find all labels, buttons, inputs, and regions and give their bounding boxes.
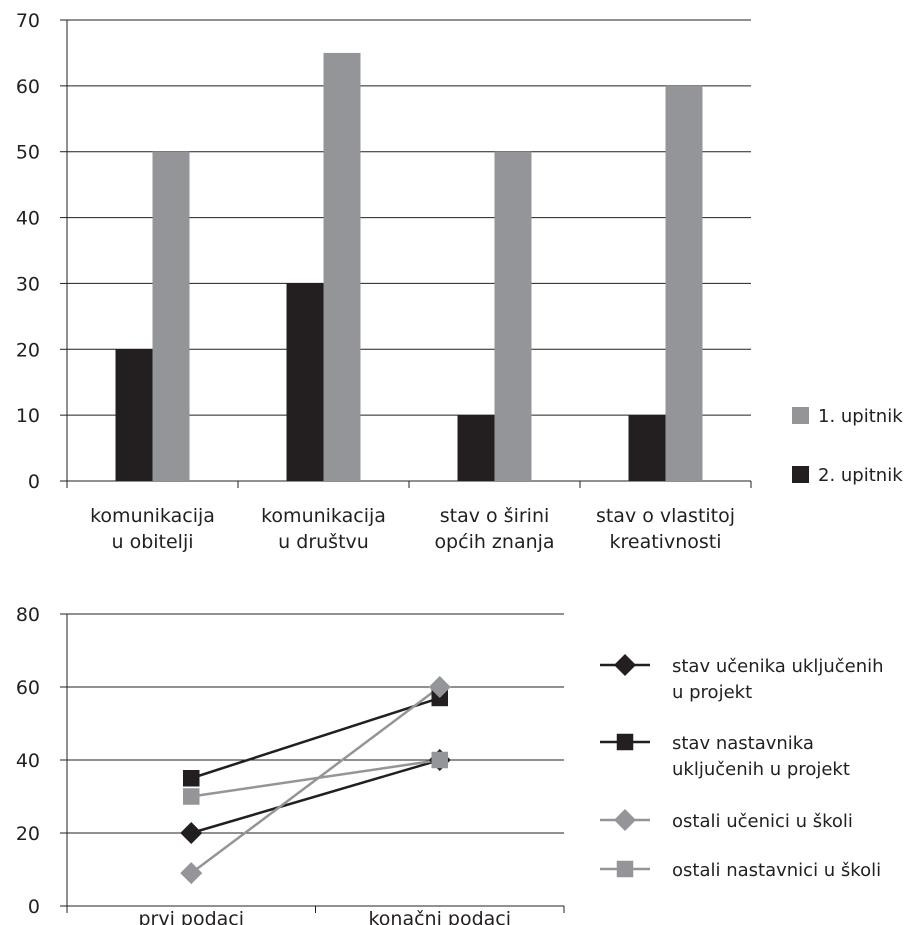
bar-y-tick-label: 10 (16, 405, 40, 427)
bar-y-tick-label: 70 (16, 10, 40, 32)
series-line (191, 758, 440, 798)
bar-category-label: komunikacija (90, 505, 215, 527)
line-legend-label: uključenih u projekt (672, 759, 850, 780)
bar-category-label: u društvu (278, 531, 369, 553)
bar-y-tick-label: 60 (16, 76, 40, 98)
series-line (190, 696, 441, 780)
bar (152, 151, 190, 481)
bar-category-label: kreativnosti (610, 531, 722, 553)
bar (286, 283, 324, 481)
series-line (190, 685, 441, 875)
bar-category-label: komunikacija (261, 505, 386, 527)
bar (115, 349, 153, 481)
series-point (183, 788, 200, 805)
bar (665, 85, 703, 481)
bar (323, 52, 361, 482)
bar-legend-label: 1. upitnik (818, 406, 903, 427)
bar-legend-swatch (792, 407, 809, 424)
bar-category-label: općih znanja (434, 531, 554, 553)
line-legend-marker (616, 733, 634, 751)
bar (457, 415, 495, 481)
bar (628, 415, 666, 481)
bar-category-label: stav o širini (440, 505, 550, 527)
series-point (431, 751, 448, 769)
line-category-label: prvi podaci (138, 908, 244, 925)
line-y-tick-label: 80 (16, 604, 40, 626)
series-point (428, 676, 451, 698)
bar-y-tick-label: 40 (16, 208, 40, 230)
series-point (183, 770, 200, 787)
line-legend-label: ostali nastavnici u školi (672, 860, 881, 881)
line-y-tick-label: 0 (28, 896, 40, 918)
line-chart: 0 20 40 60 80 prvi podaci konačni podaci stav u… (16, 604, 884, 925)
bar-category-label: u obitelji (111, 531, 193, 553)
line-legend-marker (614, 809, 636, 831)
line-legend-marker (614, 654, 636, 676)
line-category-label: konačni podaci (368, 908, 511, 925)
bar-y-tick-label: 30 (16, 273, 40, 295)
line-y-tick-label: 60 (16, 677, 40, 699)
line-legend-label: ostali učenici u školi (672, 811, 853, 832)
bar-category-label: stav o vlastitoj (596, 505, 735, 527)
bar-chart: 0 10 20 30 40 50 60 70 komunikacija u obitelji kom… (16, 10, 903, 553)
bar-y-tick-label: 50 (16, 142, 40, 164)
series-point (180, 862, 203, 885)
bar-legend-label: 2. upitnik (818, 465, 903, 486)
bar-legend-swatch (792, 466, 809, 483)
line-legend-label: stav nastavnika (672, 733, 814, 754)
line-legend-marker (616, 860, 634, 878)
series-line (190, 758, 441, 835)
bar-y-tick-label: 20 (16, 339, 40, 361)
bar (494, 151, 532, 481)
line-y-tick-label: 20 (16, 823, 40, 845)
series-point (180, 822, 203, 844)
line-legend-label: u projekt (672, 682, 752, 703)
line-legend-label: stav učenika uključenih (672, 656, 884, 677)
bar-y-tick-label: 0 (28, 471, 40, 493)
line-y-tick-label: 40 (16, 750, 40, 772)
